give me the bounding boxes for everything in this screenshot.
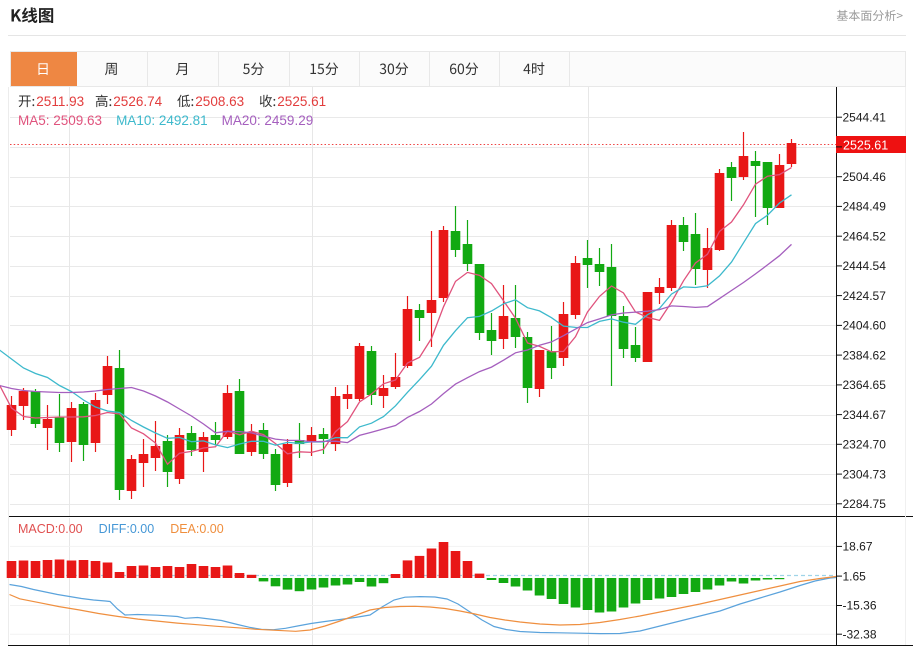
svg-text:-15.36: -15.36 bbox=[843, 599, 877, 613]
svg-text:2424.57: 2424.57 bbox=[843, 289, 887, 303]
svg-text:2304.73: 2304.73 bbox=[843, 467, 887, 481]
svg-text:2544.41: 2544.41 bbox=[843, 110, 887, 124]
svg-text:2525.61: 2525.61 bbox=[843, 139, 888, 153]
svg-text:2324.70: 2324.70 bbox=[843, 438, 887, 452]
svg-text:2364.65: 2364.65 bbox=[843, 378, 887, 392]
svg-text:2284.75: 2284.75 bbox=[843, 497, 887, 511]
svg-text:2404.60: 2404.60 bbox=[843, 319, 887, 333]
svg-text:2444.54: 2444.54 bbox=[843, 259, 887, 273]
svg-text:2526.74: 2526.74 bbox=[113, 94, 162, 109]
svg-text:-32.38: -32.38 bbox=[843, 627, 877, 641]
svg-text:2504.46: 2504.46 bbox=[843, 170, 887, 184]
svg-text:2344.67: 2344.67 bbox=[843, 408, 887, 422]
svg-text:2464.52: 2464.52 bbox=[843, 229, 887, 243]
svg-text:18.67: 18.67 bbox=[843, 540, 873, 554]
svg-text:2525.61: 2525.61 bbox=[277, 94, 326, 109]
svg-text:2511.93: 2511.93 bbox=[36, 94, 84, 109]
svg-text:2484.49: 2484.49 bbox=[843, 200, 887, 214]
svg-text:1.65: 1.65 bbox=[843, 569, 867, 583]
svg-text:2508.63: 2508.63 bbox=[195, 94, 244, 109]
svg-text:2384.62: 2384.62 bbox=[843, 348, 887, 362]
